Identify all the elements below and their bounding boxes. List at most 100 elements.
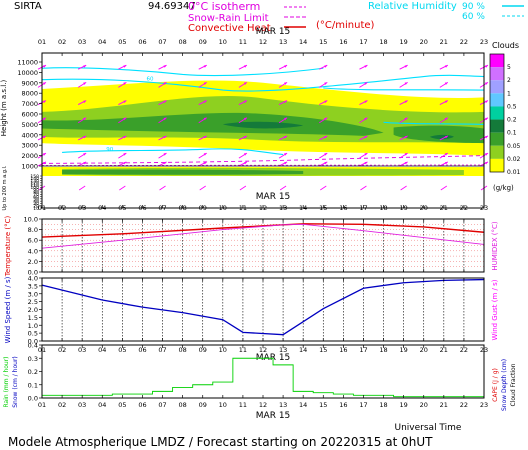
xaxis-title: Universal Time <box>395 423 462 433</box>
wind-arrow-head-7-5 <box>163 153 167 156</box>
isotherm-legend-label: 0°C isotherm <box>188 0 260 13</box>
hour-label-temp-05: 05 <box>118 204 126 212</box>
wind-arrow-head-3-3 <box>83 117 87 121</box>
wind-arrow-head-15-1 <box>324 82 328 85</box>
wind-arrow-head-15-3 <box>324 117 328 121</box>
wind-ytick-label-2: 1.0 <box>28 322 38 330</box>
hour-label-rain-14: 14 <box>299 346 307 354</box>
hour-label-rain-08: 08 <box>178 346 186 354</box>
hour-label-rain-06: 06 <box>138 346 146 354</box>
hour-label-top-14: 14 <box>299 38 307 46</box>
rh-contour-label-60: 60 <box>146 77 153 83</box>
colorbar-unit: (g/kg) <box>493 184 514 192</box>
snow-rain-limit-line <box>41 164 485 166</box>
temp-series-1 <box>41 223 485 249</box>
hour-label-temp-15: 15 <box>319 204 327 212</box>
hour-label-rain-18: 18 <box>379 346 387 354</box>
cloud-lower-ytick-label-120: 120 <box>30 181 39 187</box>
cloud-lower-ytick-label-30: 30 <box>33 201 39 207</box>
snowdepth-ylabel: Snow Depth (cm) <box>501 359 508 411</box>
wind-arrow-head-5-5 <box>123 153 127 156</box>
wind-ylabel: Wind Speed (m / s) <box>4 276 12 343</box>
coords-label: 94.69347 <box>148 1 196 12</box>
hour-label-rain-13: 13 <box>279 346 287 354</box>
hour-label-temp-03: 03 <box>78 204 86 212</box>
hour-label-bottom-08: 08 <box>178 401 186 409</box>
wind-arrow-head-19-5 <box>404 153 408 156</box>
low-cloud-band-core <box>62 169 304 175</box>
wind-arrow-head-21-6 <box>444 161 448 165</box>
wind-arrow-head-11-4 <box>243 135 247 139</box>
wind-arrow-head-3-0 <box>83 65 87 68</box>
wind-arrow-head-19-3 <box>404 117 408 121</box>
hour-label-rain-21: 21 <box>440 346 448 354</box>
cloud-lower-ytick-label-60: 60 <box>33 194 39 200</box>
cloud-lower-ytick-label-50: 50 <box>33 197 39 203</box>
wind-arrow-head-5-1 <box>123 82 127 85</box>
cloud-core-center <box>222 121 304 129</box>
wind-arrow-head-13-3 <box>284 117 288 121</box>
hour-label-bottom-10: 10 <box>219 401 227 409</box>
wind-arrow-low-3 <box>78 185 86 191</box>
cloud-ylabel-lower: Up to 200 m a.g.l. <box>2 165 8 210</box>
wind-arrow-low-19 <box>400 185 407 191</box>
hour-label-bottom-11: 11 <box>239 401 247 409</box>
colorbar-swatch-3 <box>490 93 504 107</box>
hour-label-top-08: 08 <box>178 38 186 46</box>
hour-label-top-12: 12 <box>259 38 267 46</box>
humidex-ylabel: HUMIDEX (°C) <box>491 221 499 270</box>
wind-arrow-low-7 <box>159 185 166 191</box>
hour-label-top-04: 04 <box>98 38 106 46</box>
hour-label-temp-20: 20 <box>420 204 428 212</box>
rain-ytick-label-2: 0.2 <box>28 368 38 376</box>
snow-rain-legend-label: Snow-Rain Limit <box>188 13 269 24</box>
wind-arrow-head-17-1 <box>364 82 368 85</box>
hour-label-top-05: 05 <box>118 38 126 46</box>
wind-arrow-head-13-6 <box>284 161 288 165</box>
hour-label-bottom-21: 21 <box>440 401 448 409</box>
wind-arrow-head-21-1 <box>444 82 448 85</box>
hour-label-bottom-05: 05 <box>118 401 126 409</box>
cloud-lower-ytick-label-40: 40 <box>33 199 39 205</box>
hour-label-top-17: 17 <box>359 38 367 46</box>
hour-label-temp-08: 08 <box>178 204 186 212</box>
hour-label-top-19: 19 <box>399 38 407 46</box>
colorbar-level-0: 5 <box>507 64 511 71</box>
hour-label-top-23: 23 <box>480 38 488 46</box>
cloud-ytick-label-6000: 6000 <box>21 111 38 119</box>
wind-arrow-head-17-3 <box>364 117 368 121</box>
hour-label-rain-10: 10 <box>219 346 227 354</box>
wind-ytick-label-6: 3.0 <box>28 290 38 298</box>
hour-label-temp-18: 18 <box>379 204 387 212</box>
wind-arrow-head-7-0 <box>163 65 167 68</box>
cloud-ytick-label-7000: 7000 <box>21 100 38 108</box>
rh-contour-1 <box>41 74 485 92</box>
hour-label-temp-16: 16 <box>339 204 347 212</box>
wind-series-0 <box>41 278 485 336</box>
wind-arrow-head-15-4 <box>324 135 328 139</box>
wind-arrow-head-3-4 <box>83 135 87 139</box>
colorbar-level-6: 0.05 <box>507 143 521 150</box>
hour-label-bottom-07: 07 <box>158 401 166 409</box>
snow-ylabel: Snow (cm / hour) <box>12 356 19 408</box>
zero-isotherm-line <box>41 155 485 164</box>
wind-ytick-label-7: 3.5 <box>28 282 38 290</box>
hour-label-rain-20: 20 <box>420 346 428 354</box>
wind-arrow-head-5-3 <box>123 117 127 121</box>
cloud-ytick-label-1000: 1000 <box>21 163 38 171</box>
hour-label-top-09: 09 <box>199 38 207 46</box>
hour-label-bottom-23: 23 <box>480 401 488 409</box>
hour-label-temp-21: 21 <box>440 204 448 212</box>
hour-label-bottom-22: 22 <box>460 401 468 409</box>
hour-label-temp-22: 22 <box>460 204 468 212</box>
colorbar-swatch-0 <box>490 54 504 68</box>
wind-arrow-head-19-0 <box>404 65 408 68</box>
wind-ytick-label-3: 1.5 <box>28 314 38 322</box>
wind-arrow-head-11-5 <box>243 153 247 156</box>
wind-arrow-head-7-4 <box>163 135 167 139</box>
wind-arrow-head-23-0 <box>485 65 488 68</box>
plot-area: 01 02 03 04 05 06 07 08 09 10 11 12 13 14 15 16 17 18 19 20… <box>0 27 521 421</box>
rh-legend-level-90: 90 % <box>462 2 485 12</box>
wind-arrow-head-21-3 <box>444 117 448 121</box>
wind-arrow-head-23-5 <box>485 153 488 156</box>
